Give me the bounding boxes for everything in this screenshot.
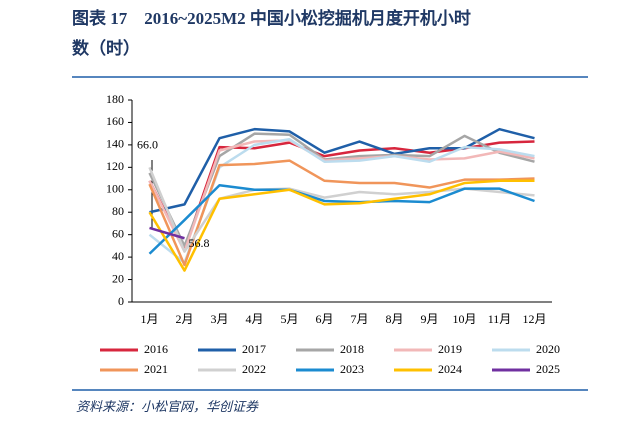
x-tick-label: 1月 <box>140 312 158 326</box>
y-tick-label: 180 <box>106 92 124 106</box>
series-line <box>149 226 185 240</box>
y-tick-label: 60 <box>112 226 124 240</box>
x-tick-label: 2月 <box>175 312 193 326</box>
source: 资料来源：小松官网，华创证券 <box>76 399 259 414</box>
y-tick-label: 40 <box>112 249 124 263</box>
x-tick-label: 3月 <box>210 312 228 326</box>
x-tick-label: 11月 <box>488 312 512 326</box>
x-tick-label: 12月 <box>522 312 546 326</box>
data-label: 66.0 <box>137 138 158 152</box>
y-tick-label: 0 <box>118 294 124 308</box>
y-tick-label: 100 <box>106 182 124 196</box>
series-line <box>148 139 535 253</box>
x-tick-label: 5月 <box>280 312 298 326</box>
series-line <box>148 179 535 272</box>
x-tick-label: 10月 <box>452 312 476 326</box>
x-tick-label: 9月 <box>420 312 438 326</box>
series-line <box>149 127 535 214</box>
series-line <box>148 184 535 255</box>
legend-label: 2017 <box>242 342 266 356</box>
data-label: 56.8 <box>189 236 210 250</box>
chart-title: 数（时） <box>72 38 140 58</box>
legend-label: 2020 <box>536 342 560 356</box>
legend-label: 2022 <box>242 362 266 376</box>
legend-label: 2016 <box>144 342 168 356</box>
x-tick-label: 8月 <box>385 312 403 326</box>
y-tick-label: 140 <box>106 137 124 151</box>
y-tick-label: 20 <box>112 271 124 285</box>
y-tick-label: 80 <box>112 204 124 218</box>
series-line <box>148 159 535 267</box>
x-tick-label: 6月 <box>315 312 333 326</box>
legend-label: 2025 <box>536 362 560 376</box>
x-tick-label: 4月 <box>245 312 263 326</box>
y-tick-label: 160 <box>106 114 124 128</box>
chart-title: 图表 17 2016~2025M2 中国小松挖掘机月度开机小时 <box>72 8 471 28</box>
legend-label: 2018 <box>340 342 364 356</box>
legend-label: 2019 <box>438 342 462 356</box>
x-tick-label: 7月 <box>350 312 368 326</box>
legend-label: 2021 <box>144 362 168 376</box>
legend-label: 2023 <box>340 362 364 376</box>
y-tick-label: 120 <box>106 159 124 173</box>
legend-label: 2024 <box>438 362 462 376</box>
